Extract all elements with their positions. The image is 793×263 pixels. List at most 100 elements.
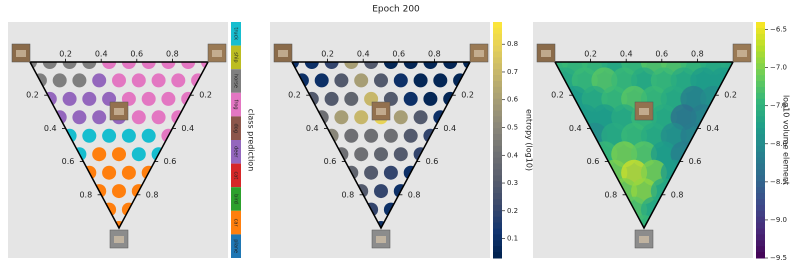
grid-dot: [112, 147, 126, 162]
colorbar-tick-label: 0.5: [507, 124, 518, 132]
colorbar-segment: [756, 134, 765, 141]
tick-label: 0.4: [181, 124, 194, 133]
colorbar-segment: [756, 252, 765, 259]
colorbar-segment: [756, 199, 765, 206]
corner-image-detail: [639, 236, 649, 243]
tick-label: 0.6: [164, 157, 177, 166]
grid-dot: [374, 184, 388, 199]
colorbar-segment: [756, 246, 765, 253]
grid-dot: [364, 128, 379, 143]
colorbar-segment: [756, 163, 765, 170]
legend-label: bird: [233, 194, 239, 204]
grid-dot: [171, 73, 186, 88]
grid-dot: [354, 147, 369, 162]
colorbar-segment: [756, 128, 765, 135]
grid-dot: [121, 165, 136, 180]
colorbar-segment: [756, 110, 765, 117]
colorbar-segment: [756, 228, 765, 235]
grid-dot: [314, 73, 329, 88]
triangle-outline: [290, 61, 472, 230]
grid-dot: [141, 62, 156, 69]
colorbar-segment: [756, 22, 765, 29]
figure-title: Epoch 200: [372, 5, 420, 15]
colorbar-tick-label: −6.5: [770, 26, 787, 34]
colorbar-segment: [493, 240, 502, 247]
legend-label: ship: [233, 52, 239, 62]
colorbar-tick-label: −8.0: [770, 140, 787, 148]
tick-label: 0.4: [569, 124, 582, 133]
colorbar-segment: [756, 187, 765, 194]
colorbar-tick-label: 0.6: [507, 96, 519, 104]
tick-label: 0.2: [584, 50, 597, 59]
colorbar-segment: [493, 204, 502, 212]
grid-dot: [92, 110, 107, 125]
corner-image-detail: [278, 50, 288, 57]
colorbar-segment: [756, 39, 765, 47]
corner-image-detail: [376, 236, 386, 243]
colorbar-tick-label: 0.3: [507, 179, 518, 187]
legend-swatch: [231, 140, 241, 164]
colorbar-segment: [756, 116, 765, 123]
colorbar-segment: [493, 63, 502, 70]
colorbar-segment: [756, 216, 765, 224]
grid-dot: [131, 147, 146, 162]
colorbar-segment: [493, 140, 502, 147]
grid-dot: [403, 128, 418, 143]
grid-dot: [131, 110, 146, 125]
colorbar-tick-label: −7.0: [770, 64, 787, 72]
grid-dot: [161, 62, 176, 69]
tick-label: 0.2: [321, 50, 334, 59]
corner-image-detail: [474, 50, 484, 57]
legend-swatch: [231, 22, 241, 46]
legend-label: frog: [233, 100, 239, 110]
colorbar-segment: [756, 151, 765, 159]
grid-dot: [423, 91, 438, 106]
colorbar-tick-label: 0.1: [507, 235, 518, 243]
grid-dot: [42, 62, 57, 69]
colorbar-label: entropy (log10): [525, 109, 534, 171]
colorbar-segment: [493, 51, 502, 58]
grid-dot: [62, 91, 77, 106]
colorbar-segment: [756, 51, 765, 58]
tick-label: 0.4: [95, 50, 108, 59]
colorbar-segment: [493, 145, 502, 153]
colorbar-segment: [493, 128, 502, 135]
grid-dot: [344, 91, 359, 106]
grid-dot: [121, 62, 136, 69]
colorbar-segment: [493, 134, 502, 141]
tick-label: 0.8: [166, 50, 179, 59]
grid-dot: [383, 165, 398, 180]
colorbar-segment: [493, 163, 502, 170]
tick-label: 0.6: [62, 157, 75, 166]
colorbar-segment: [756, 104, 765, 111]
tick-label: 0.8: [341, 190, 354, 199]
colorbar-segment: [756, 169, 765, 176]
tick-label: 0.8: [604, 190, 617, 199]
colorbar-segment: [493, 75, 502, 82]
colorbar-segment: [493, 252, 502, 259]
colorbar-segment: [756, 63, 765, 70]
colorbar-segment: [493, 157, 502, 165]
tick-label: 0.6: [324, 157, 337, 166]
triangle-outline: [28, 61, 210, 230]
grid-dot: [413, 73, 428, 88]
grid-dot: [102, 62, 117, 69]
grid-dot: [92, 73, 107, 88]
colorbar-segment: [493, 187, 502, 194]
tick-label: 0.2: [288, 91, 301, 100]
colorbar-segment: [756, 193, 765, 200]
colorbar-segment: [493, 216, 502, 224]
grid-dot: [82, 62, 97, 69]
colorbar-segment: [493, 33, 502, 41]
grid-dot: [141, 128, 156, 143]
grid-dot: [443, 62, 458, 69]
legend-swatch: [231, 210, 241, 235]
grid-dot: [383, 128, 398, 143]
triangle-outline: [553, 61, 735, 230]
legend-label: deer: [233, 146, 239, 158]
colorbar-segment: [756, 86, 765, 94]
grid-dot: [102, 128, 117, 143]
grid-dot: [112, 184, 126, 199]
grid-dot: [72, 73, 87, 88]
